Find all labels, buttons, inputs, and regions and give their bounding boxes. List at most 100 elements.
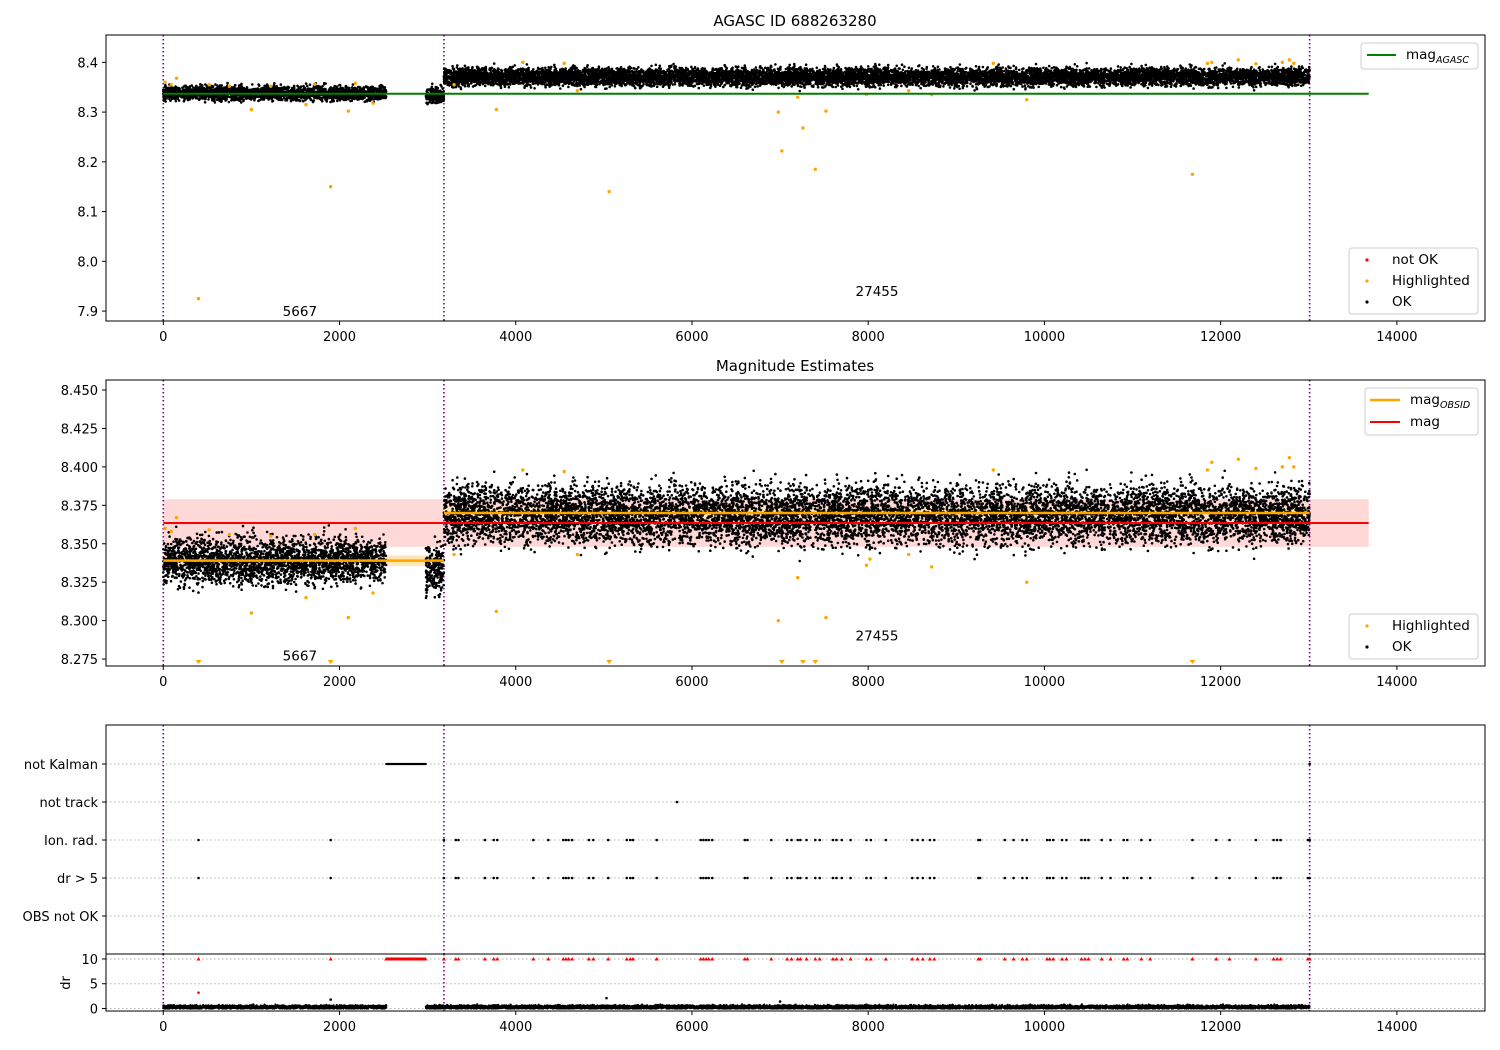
- flag-point: [835, 838, 838, 842]
- flag-point: [329, 876, 332, 880]
- dr-clipped-marker: [1060, 956, 1065, 961]
- dr-clipped-marker: [591, 956, 596, 961]
- highlighted-point: [1210, 60, 1214, 65]
- flag-point: [1045, 876, 1049, 880]
- legend-not-ok-marker: [1365, 258, 1369, 262]
- legend-mag-obsid-sub: OBSID: [1440, 400, 1470, 411]
- highlighted-point: [353, 526, 358, 531]
- y-tick-label: 8.350: [61, 538, 98, 553]
- flag-point: [1308, 762, 1311, 766]
- panel2-title: Magnitude Estimates: [716, 357, 874, 375]
- highlighted-point: [1287, 455, 1292, 460]
- highlighted-point: [864, 563, 869, 567]
- flag-row-label: Ion. rad.: [44, 834, 98, 849]
- flag-point: [849, 876, 852, 880]
- highlighted-point: [521, 468, 525, 472]
- highlighted-point: [249, 107, 254, 112]
- dr-clipped-marker: [328, 956, 333, 961]
- dr-clipped-marker: [915, 956, 920, 961]
- flag-point: [840, 876, 844, 880]
- dr-clipped-marker: [813, 956, 818, 961]
- highlighted-point: [521, 60, 525, 65]
- panel2-line-legend: magOBSID mag: [1364, 387, 1479, 436]
- highlighted-point: [575, 89, 580, 93]
- flag-point: [1214, 876, 1218, 880]
- flag-point: [916, 876, 919, 880]
- dr-point: [329, 998, 332, 1001]
- highlighted-point: [174, 515, 179, 520]
- flag-point: [495, 876, 499, 880]
- dr-clipped-marker: [606, 956, 611, 961]
- dr-clipped-marker: [1045, 956, 1050, 961]
- dr-clipped-marker: [630, 956, 635, 961]
- flag-point: [457, 838, 460, 842]
- flag-point: [1060, 838, 1064, 842]
- flag-row-label: not track: [39, 796, 98, 811]
- panel-magnitude-estimates: 5667 27455 0 2000 4000 6000 8000 10000 12000 140…: [61, 379, 1486, 690]
- dr-clipped-marker: [798, 956, 803, 961]
- flag-point: [1254, 876, 1258, 880]
- flag-point: [769, 876, 773, 880]
- flag-point: [454, 876, 458, 880]
- dr-clipped-marker: [491, 956, 496, 961]
- flag-point: [746, 838, 749, 842]
- highlighted-point: [227, 84, 232, 88]
- flag-point: [1051, 838, 1055, 842]
- highlighted-point: [346, 615, 351, 620]
- flag-point: [1003, 838, 1007, 842]
- flag-point: [591, 876, 595, 880]
- highlighted-point: [776, 618, 781, 623]
- flag-point: [928, 876, 932, 880]
- flag-point: [1272, 838, 1275, 842]
- flag-point: [1140, 876, 1143, 880]
- flag-point: [910, 876, 914, 880]
- highlighted-point: [776, 110, 781, 114]
- x-tick-label: 8000: [852, 675, 885, 690]
- dr-clipped-marker: [817, 956, 822, 961]
- dr-clipped-marker: [654, 956, 659, 961]
- y-tick-label: 8.275: [61, 653, 98, 668]
- flag-point: [547, 876, 550, 880]
- highlighted-point: [562, 61, 566, 66]
- dr-clipped-marker: [910, 956, 915, 961]
- flag-point: [570, 838, 574, 842]
- highlighted-point: [313, 82, 317, 86]
- dr-clipped-marker: [196, 956, 201, 961]
- legend-ok-label: OK: [1392, 639, 1413, 655]
- highlighted-point: [1025, 97, 1029, 102]
- flag-point: [704, 838, 708, 842]
- flag-point: [704, 876, 708, 880]
- flag-point: [707, 876, 711, 880]
- x-tick-label: 2000: [323, 330, 356, 345]
- x-tick-label: 8000: [852, 330, 885, 345]
- dr-clipped-marker: [1214, 956, 1219, 961]
- dr-clipped-marker: [848, 956, 853, 961]
- dr-point: [605, 996, 608, 1000]
- dr-clipped-marker: [1024, 956, 1029, 961]
- x-tick-label: 10000: [1024, 1020, 1065, 1035]
- x-tick-label: 6000: [675, 1020, 708, 1035]
- dr-clipped-marker: [531, 956, 536, 961]
- dr-clipped-marker: [1307, 956, 1312, 961]
- flag-point: [1065, 838, 1068, 842]
- flag-point: [1087, 876, 1090, 880]
- dr-points-segment: [424, 1003, 1311, 1010]
- dr-clipped-marker: [1099, 956, 1104, 961]
- x-tick-label: 0: [159, 330, 167, 345]
- flag-point: [1100, 838, 1103, 842]
- flag-point: [197, 876, 200, 880]
- dr-clipped-marker: [561, 956, 566, 961]
- y-tick-label: 8.300: [61, 615, 98, 630]
- flag-point: [796, 876, 800, 880]
- highlighted-point: [1254, 62, 1258, 66]
- flag-point: [532, 838, 535, 842]
- flag-point: [818, 876, 822, 880]
- dr-clipped-marker: [1020, 956, 1025, 961]
- highlighted-point: [907, 89, 911, 93]
- flag-point: [1122, 838, 1126, 842]
- x-tick-label: 14000: [1376, 1020, 1417, 1035]
- highlighted-point: [304, 102, 308, 107]
- highlighted-point: [929, 565, 934, 569]
- flag-point: [591, 838, 595, 842]
- observation-id-label: 27455: [856, 629, 899, 645]
